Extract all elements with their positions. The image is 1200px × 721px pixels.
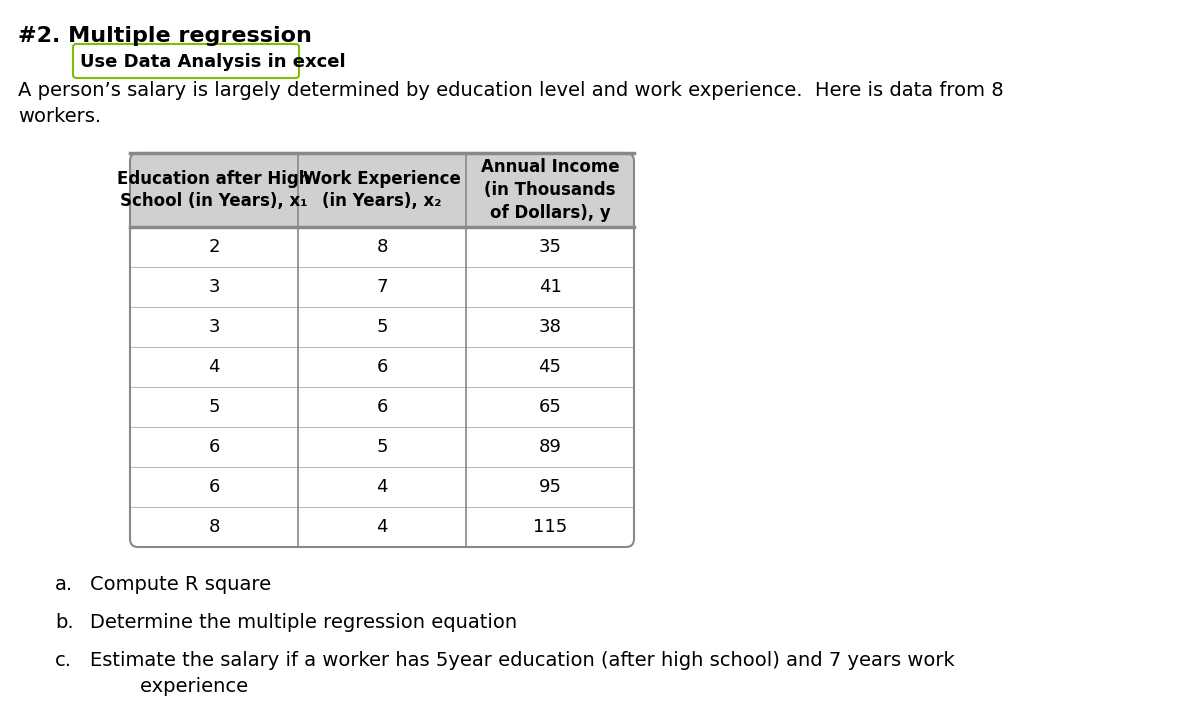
Text: 5: 5 — [377, 438, 388, 456]
Text: 8: 8 — [377, 238, 388, 256]
Text: b.: b. — [55, 613, 73, 632]
Text: 65: 65 — [539, 398, 562, 416]
Text: Use Data Analysis in excel: Use Data Analysis in excel — [80, 53, 346, 71]
Text: 6: 6 — [377, 358, 388, 376]
Text: 89: 89 — [539, 438, 562, 456]
Text: Education after High
School (in Years), x₁: Education after High School (in Years), … — [118, 169, 311, 211]
Text: Compute R square: Compute R square — [90, 575, 271, 594]
Text: 45: 45 — [539, 358, 562, 376]
Text: 38: 38 — [539, 318, 562, 336]
Text: 7: 7 — [377, 278, 388, 296]
Text: 8: 8 — [209, 518, 220, 536]
Text: 4: 4 — [377, 478, 388, 496]
Text: Estimate the salary if a worker has 5year education (after high school) and 7 ye: Estimate the salary if a worker has 5yea… — [90, 651, 955, 696]
Text: c.: c. — [55, 651, 72, 670]
Text: 6: 6 — [209, 438, 220, 456]
Bar — [130, 227, 634, 547]
Text: Determine the multiple regression equation: Determine the multiple regression equati… — [90, 613, 517, 632]
Text: 4: 4 — [209, 358, 220, 376]
Text: 5: 5 — [377, 318, 388, 336]
Text: #2. Multiple regression: #2. Multiple regression — [18, 26, 312, 46]
Text: 6: 6 — [209, 478, 220, 496]
Text: 4: 4 — [377, 518, 388, 536]
Text: 6: 6 — [377, 398, 388, 416]
Text: a.: a. — [55, 575, 73, 594]
Text: 35: 35 — [539, 238, 562, 256]
Text: Annual Income
(in Thousands
of Dollars), y: Annual Income (in Thousands of Dollars),… — [481, 158, 619, 222]
Text: 95: 95 — [539, 478, 562, 496]
Text: 41: 41 — [539, 278, 562, 296]
Text: 2: 2 — [209, 238, 220, 256]
Text: 3: 3 — [209, 318, 220, 336]
Text: Work Experience
(in Years), x₂: Work Experience (in Years), x₂ — [304, 169, 461, 211]
Text: 115: 115 — [533, 518, 568, 536]
Bar — [130, 153, 634, 227]
Text: A person’s salary is largely determined by education level and work experience. : A person’s salary is largely determined … — [18, 81, 1003, 126]
Text: 3: 3 — [209, 278, 220, 296]
Text: 5: 5 — [209, 398, 220, 416]
